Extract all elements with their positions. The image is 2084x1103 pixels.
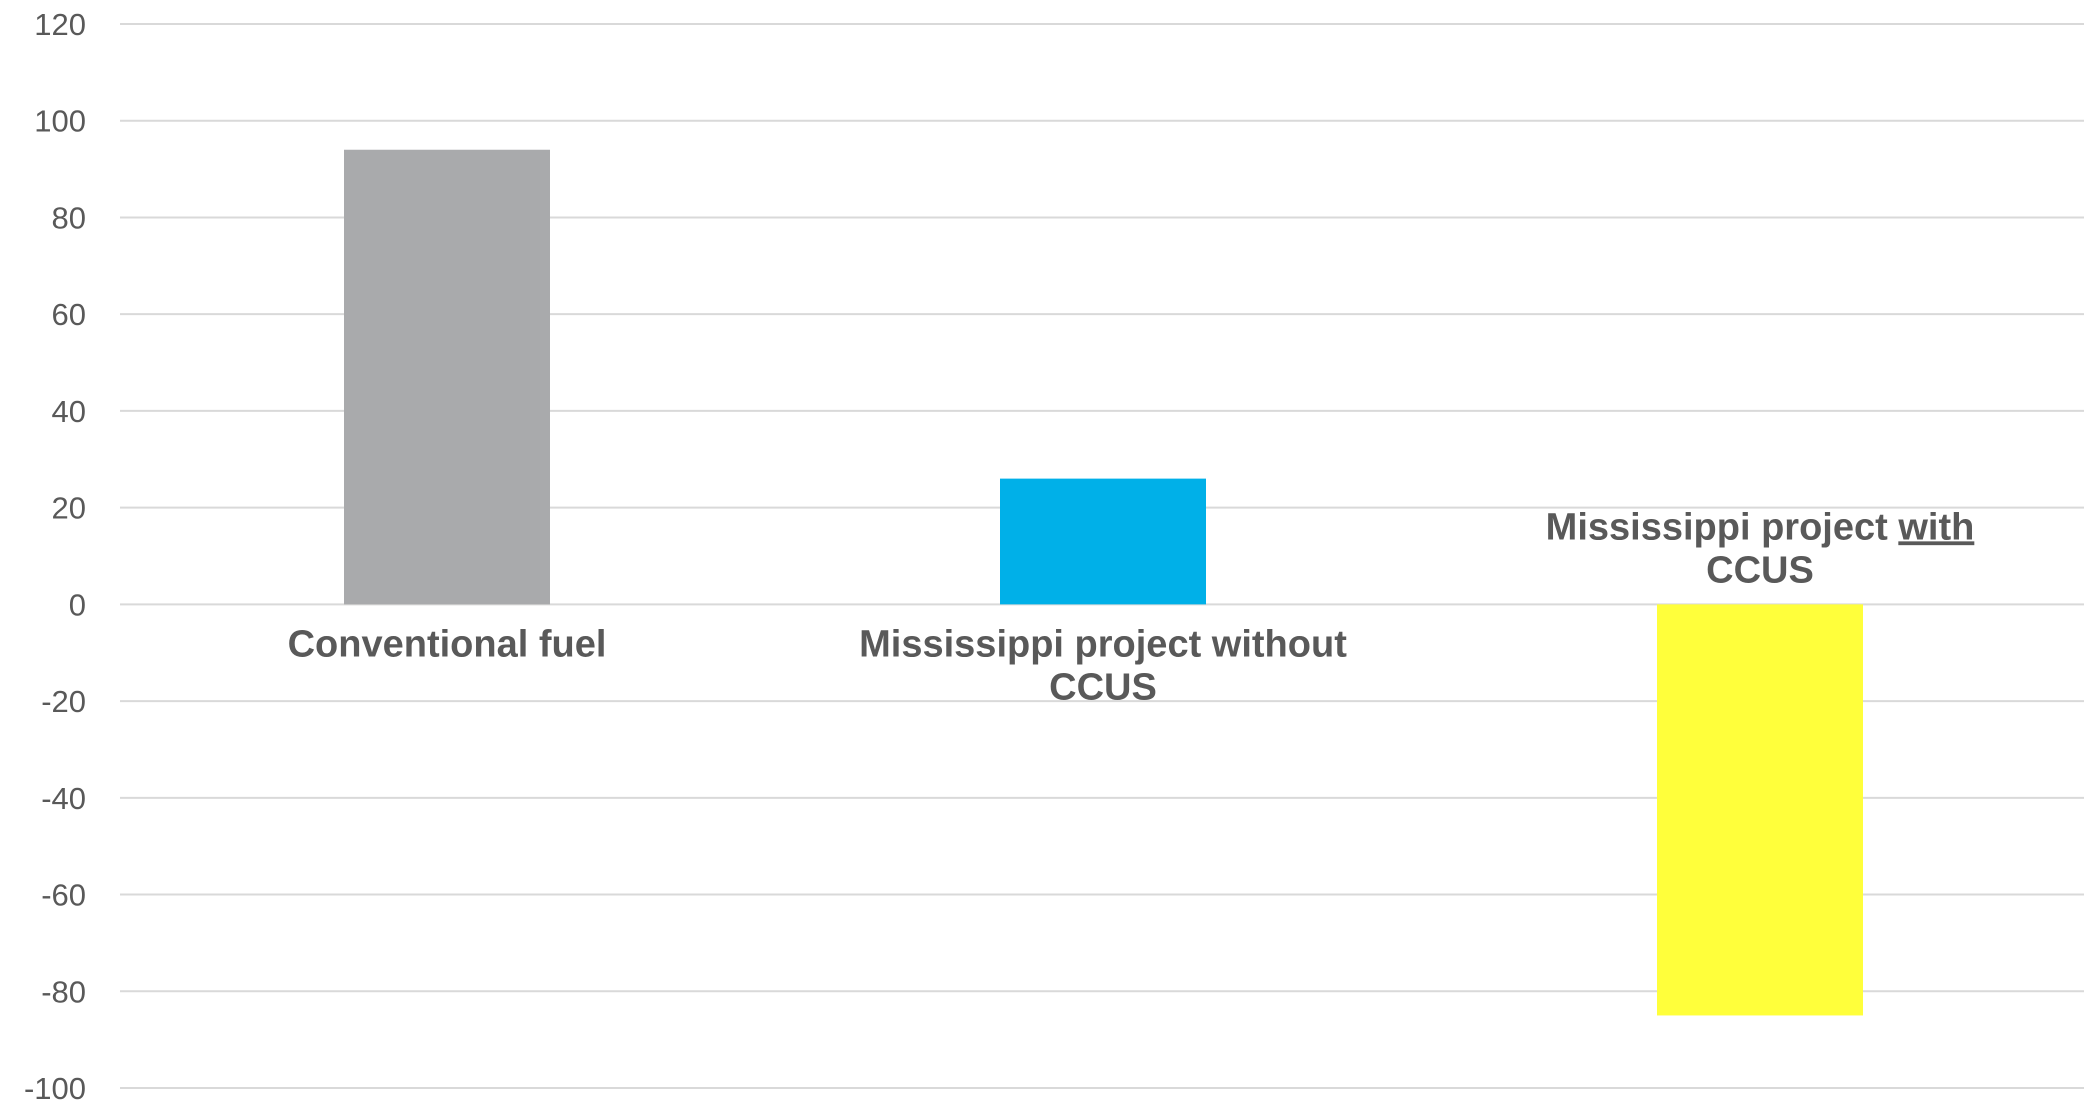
y-axis-tick-labels: 120 100 80 60 40 20 0 -20 -40 -60 -80 -100 <box>24 7 86 1103</box>
y-tick-label: -40 <box>41 781 86 816</box>
bar <box>344 149 550 605</box>
y-tick-label: 120 <box>34 7 86 42</box>
category-label: Mississippi project with CCUS <box>1546 506 1975 591</box>
category-label-text: CCUS <box>1049 666 1157 708</box>
category-label-text: CCUS <box>1706 549 1814 591</box>
y-tick-label: 60 <box>52 297 86 332</box>
bars <box>344 149 1863 1016</box>
category-label-line: Conventional fuel <box>288 623 607 665</box>
y-tick-label: 100 <box>34 104 86 139</box>
y-tick-label: 80 <box>52 200 86 235</box>
category-label: Mississippi project without CCUS <box>859 623 1347 708</box>
category-label-text: Mississippi project without <box>859 623 1347 665</box>
category-label-line: CCUS <box>1049 666 1157 708</box>
y-tick-label: 40 <box>52 394 86 429</box>
category-label-emphasis: with <box>1897 506 1974 548</box>
bar <box>1657 604 1863 1016</box>
category-label-text: Conventional fuel <box>288 623 607 665</box>
bar <box>1000 478 1206 605</box>
y-tick-label: 20 <box>52 491 86 526</box>
category-label-line: Mississippi project with <box>1546 506 1975 548</box>
y-tick-label: -100 <box>24 1071 86 1103</box>
y-tick-label: -20 <box>41 684 86 719</box>
category-labels: Conventional fuel Mississippi project wit… <box>288 506 1975 708</box>
y-tick-label: -60 <box>41 878 86 913</box>
category-label-text: Mississippi project <box>1546 506 1899 548</box>
category-label: Conventional fuel <box>288 623 607 665</box>
category-label-line: Mississippi project without <box>859 623 1347 665</box>
category-label-line: CCUS <box>1706 549 1814 591</box>
y-tick-label: 0 <box>69 587 86 622</box>
y-tick-label: -80 <box>41 974 86 1009</box>
